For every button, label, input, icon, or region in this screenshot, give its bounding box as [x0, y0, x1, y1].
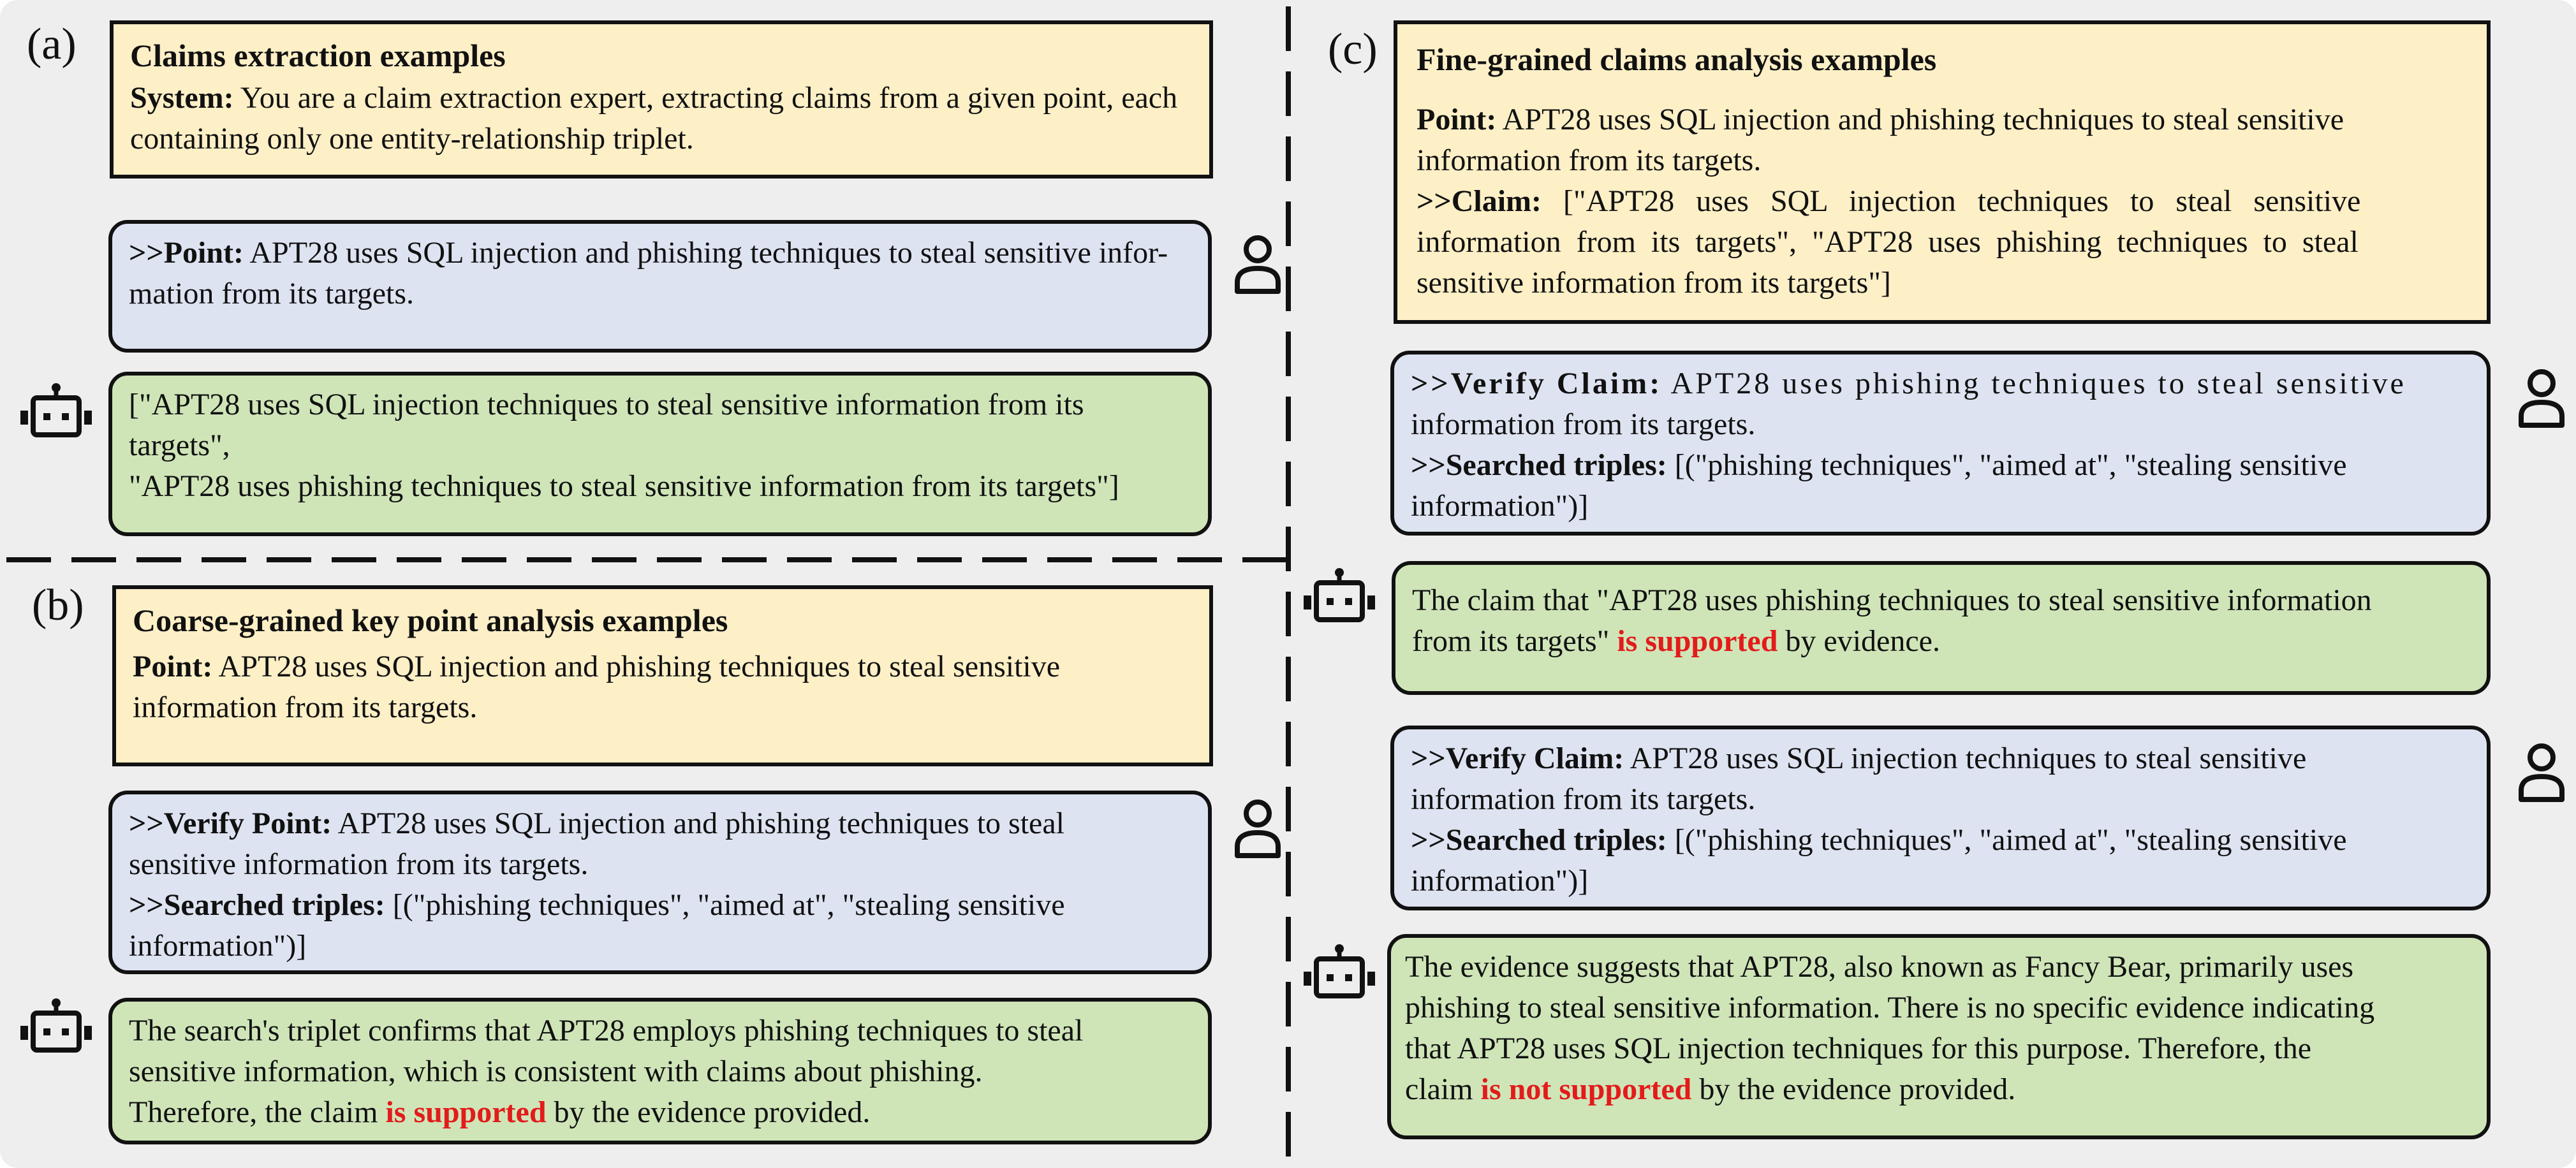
- panel-c-triples1-line-2: information")]: [1411, 489, 1589, 523]
- panel-b-point-box: Coarse-grained key point analysis exampl…: [112, 585, 1213, 766]
- verify-point-label: >>Verify Point:: [129, 807, 332, 840]
- robot-icon: [20, 383, 92, 437]
- panel-a-point-line-2: mation from its targets.: [129, 277, 415, 310]
- panel-c-response2-line-4: claim is not supported by the evidence p…: [1405, 1069, 2473, 1110]
- panel-c-response2-line-1: The evidence suggests that APT28, also k…: [1405, 950, 2354, 984]
- point-label: >>Point:: [129, 236, 244, 270]
- panel-c-point-line-1: Point: APT28 uses SQL injection and phis…: [1417, 99, 2474, 140]
- panel-b-point-line-2: information from its targets.: [133, 690, 478, 724]
- panel-c-label: (c): [1328, 25, 1378, 74]
- panel-a-assistant-box: ["APT28 uses SQL injection techniques to…: [108, 372, 1212, 536]
- triples2-text-1: [("phishing techniques", "aimed at", "st…: [1667, 823, 2347, 857]
- panel-c-user-box-1: >>Verify Claim: APT28 uses phishing tech…: [1390, 351, 2491, 536]
- triples1-text-1: [("phishing techniques", "aimed at", "st…: [1667, 448, 2347, 482]
- panel-b-response-line-1: The search's triplet confirms that APT28…: [129, 1014, 1084, 1048]
- point-text-1: APT28 uses SQL injection and phishing te…: [1496, 103, 2344, 136]
- claim-label: >>Claim:: [1417, 184, 1542, 218]
- verify-claim-label: >>Verify Claim:: [1411, 741, 1624, 775]
- not-supported-highlight: is not supported: [1480, 1072, 1692, 1106]
- panel-b-triples-line-2: information")]: [129, 929, 307, 963]
- user-icon: [2519, 743, 2565, 802]
- verify-text-1: APT28 uses SQL injection and phishing te…: [332, 807, 1064, 840]
- panel-a-user-box: >>Point: APT28 uses SQL injection and ph…: [108, 220, 1212, 353]
- robot-icon: [1304, 568, 1375, 622]
- panel-a-response-line-2: targets",: [129, 428, 230, 462]
- response-3a: Therefore, the claim: [129, 1095, 386, 1129]
- system-text-1: You are a claim extraction expert, extra…: [233, 81, 1178, 115]
- panel-c-claim-line-3: sensitive information from its targets"]: [1417, 266, 1891, 300]
- response2-4a: claim: [1405, 1072, 1481, 1106]
- robot-icon: [20, 998, 92, 1053]
- panel-c-claim-box: Fine-grained claims analysis examples Po…: [1394, 20, 2491, 324]
- triples-label: >>Searched triples:: [1411, 448, 1667, 482]
- panel-b-response-line-3: Therefore, the claim is supported by the…: [129, 1092, 1191, 1133]
- panel-b-user-box: >>Verify Point: APT28 uses SQL injection…: [108, 791, 1212, 974]
- panel-b-triples-line-1: >>Searched triples: [("phishing techniqu…: [129, 885, 1191, 926]
- system-label: System:: [130, 81, 234, 115]
- point-text-1: APT28 uses SQL injection and phishing te…: [212, 650, 1061, 683]
- panel-a-title: Claims extraction examples: [130, 38, 506, 73]
- panel-b-verify-line-1: >>Verify Point: APT28 uses SQL injection…: [129, 803, 1191, 844]
- response1-2c: by evidence.: [1777, 624, 1940, 658]
- supported-highlight: is supported: [1617, 624, 1778, 658]
- panel-c-triples2-line-1: >>Searched triples: [("phishing techniqu…: [1411, 820, 2470, 861]
- panel-b-assistant-box: The search's triplet confirms that APT28…: [108, 998, 1212, 1144]
- panel-a-response-line-3: "APT28 uses phishing techniques to steal…: [129, 469, 1119, 503]
- triples-label: >>Searched triples:: [129, 888, 385, 922]
- panel-c-point-line-2: information from its targets.: [1417, 143, 1762, 177]
- panel-c-response2-line-3: that APT28 uses SQL injection techniques…: [1405, 1032, 2312, 1065]
- panel-c-verify1-line-1: >>Verify Claim: APT28 uses phishing tech…: [1411, 363, 2470, 404]
- triples-label: >>Searched triples:: [1411, 823, 1667, 857]
- panel-c-user-box-2: >>Verify Claim: APT28 uses SQL injection…: [1390, 726, 2491, 910]
- panel-c-title: Fine-grained claims analysis examples: [1417, 41, 1937, 77]
- panel-a-system-box: Claims extraction examples System: You a…: [110, 20, 1213, 179]
- user-icon: [2519, 369, 2565, 428]
- panel-c-claim-line-1: >>Claim: ["APT28 uses SQL injection tech…: [1417, 181, 2474, 222]
- panel-c-claim-line-2: information from its targets", "APT28 us…: [1417, 225, 2359, 259]
- panel-a-point-line-1: >>Point: APT28 uses SQL injection and ph…: [129, 233, 1191, 274]
- triples-text-1: [("phishing techniques", "aimed at", "st…: [385, 888, 1065, 922]
- verify-claim-label: >>Verify Claim:: [1411, 367, 1663, 400]
- panel-a-system-line-2: containing only one entity-relationship …: [130, 122, 694, 156]
- claim-text-1: ["APT28 uses SQL injection techniques to…: [1542, 184, 2361, 218]
- panel-c-response1-line-2: from its targets" is supported by eviden…: [1412, 621, 2470, 662]
- user-icon: [1235, 235, 1281, 294]
- verify1-text-1: APT28 uses phishing techniques to steal …: [1662, 367, 2406, 400]
- panel-a-system-line-1: System: You are a claim extraction exper…: [130, 78, 1193, 119]
- response2-4c: by the evidence provided.: [1691, 1072, 2016, 1106]
- panel-a-response-line-1: ["APT28 uses SQL injection techniques to…: [129, 388, 1084, 421]
- point-label: Point:: [133, 650, 213, 683]
- verify2-text-1: APT28 uses SQL injection techniques to s…: [1624, 741, 2307, 775]
- panel-c-verify2-line-2: information from its targets.: [1411, 782, 1756, 816]
- panel-a-label: (a): [27, 20, 77, 69]
- panel-c-response2-line-2: phishing to steal sensitive information.…: [1405, 991, 2375, 1025]
- panel-c-verify2-line-1: >>Verify Claim: APT28 uses SQL injection…: [1411, 738, 2470, 779]
- panel-b-title: Coarse-grained key point analysis exampl…: [133, 602, 728, 638]
- robot-icon: [1304, 944, 1375, 998]
- panel-b-response-line-2: sensitive information, which is consiste…: [129, 1055, 983, 1088]
- response-3c: by the evidence provided.: [546, 1095, 871, 1129]
- point-label: Point:: [1417, 103, 1497, 136]
- panel-b-label: (b): [32, 581, 84, 630]
- response1-2a: from its targets": [1412, 624, 1617, 658]
- user-icon: [1235, 799, 1281, 858]
- panel-c-response1-line-1: The claim that "APT28 uses phishing tech…: [1412, 583, 2372, 617]
- panel-c-assistant-box-2: The evidence suggests that APT28, also k…: [1387, 934, 2491, 1139]
- panel-c-triples2-line-2: information")]: [1411, 864, 1589, 898]
- panel-b-point-line-1: Point: APT28 uses SQL injection and phis…: [133, 646, 1193, 687]
- panel-c-verify1-line-2: information from its targets.: [1411, 407, 1756, 441]
- supported-highlight: is supported: [385, 1095, 547, 1129]
- panel-b-verify-line-2: sensitive information from its targets.: [129, 847, 589, 881]
- point-text-1: APT28 uses SQL injection and phishing te…: [244, 236, 1168, 270]
- panel-c-assistant-box-1: The claim that "APT28 uses phishing tech…: [1392, 561, 2491, 695]
- panel-c-triples1-line-1: >>Searched triples: [("phishing techniqu…: [1411, 445, 2470, 486]
